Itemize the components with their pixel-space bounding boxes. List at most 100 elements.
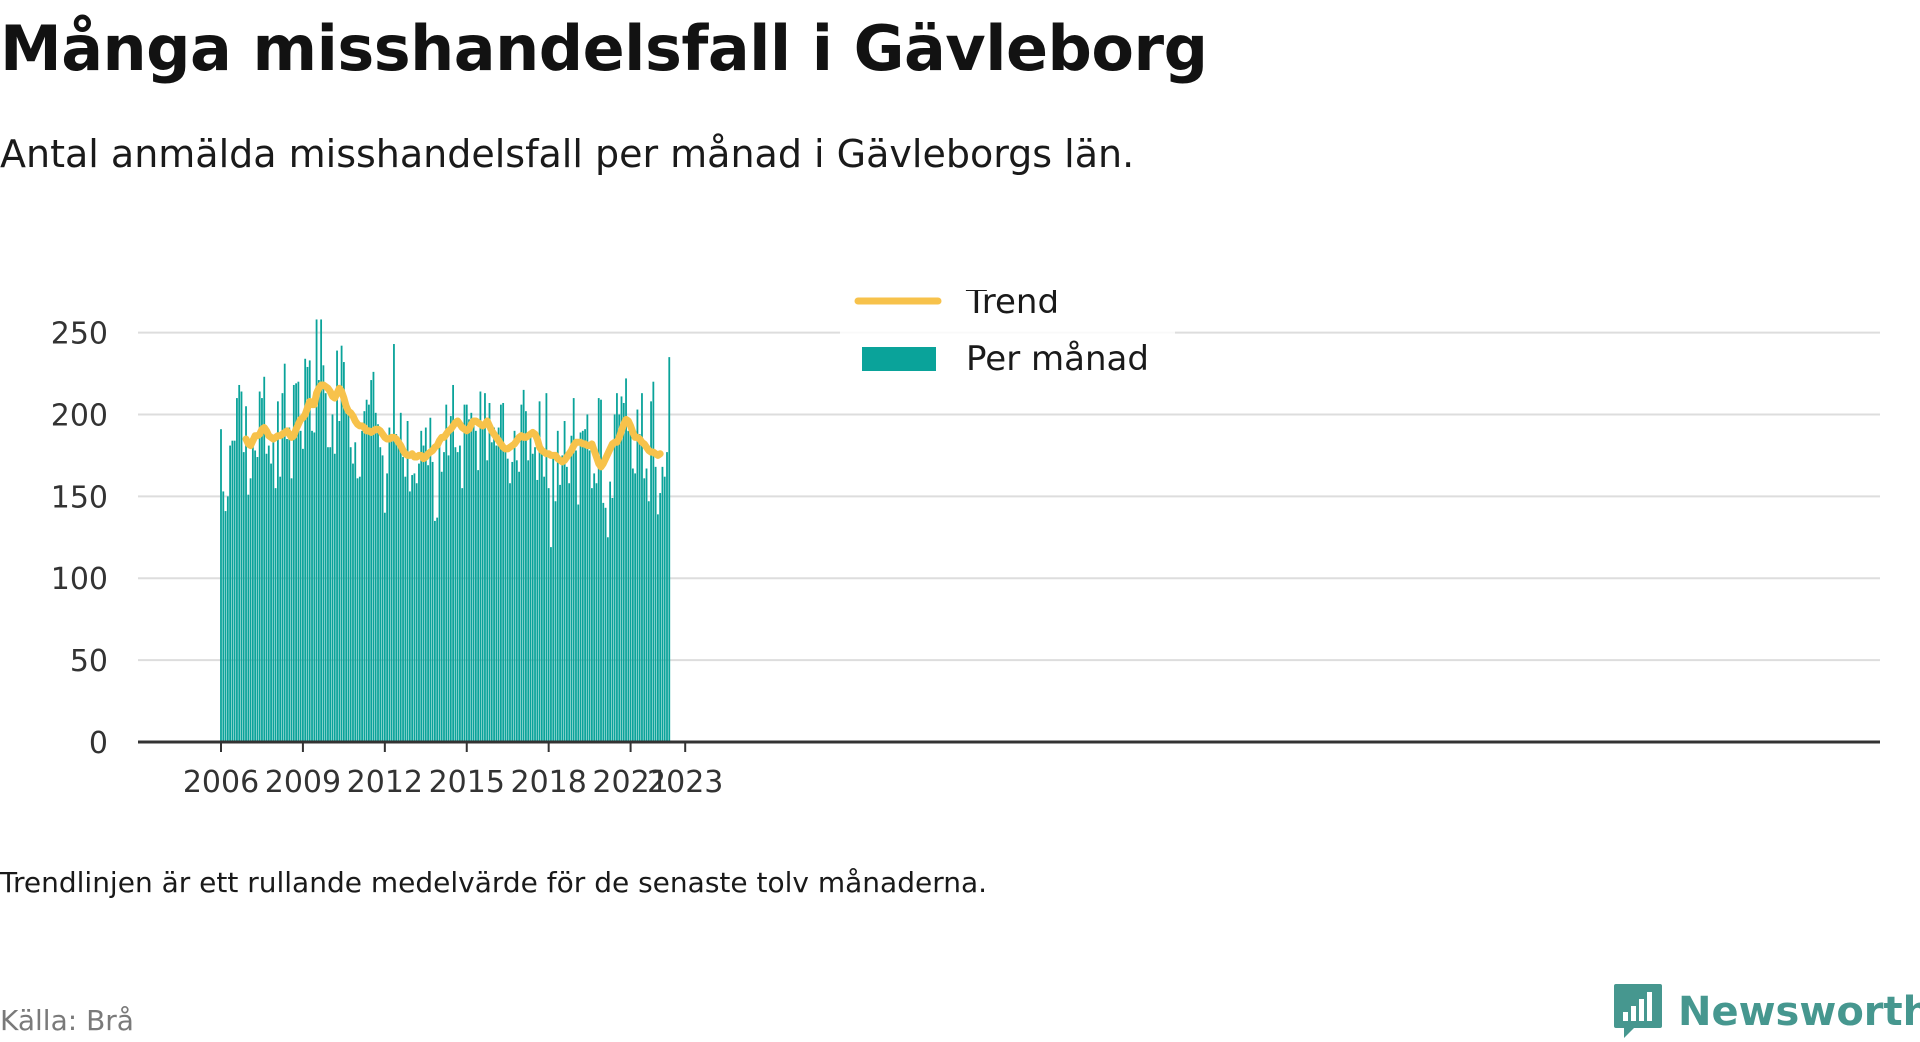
- bar: [292, 384, 295, 742]
- bar: [474, 430, 477, 742]
- bar: [563, 421, 566, 742]
- bar: [622, 402, 625, 742]
- bar: [306, 366, 309, 742]
- y-tick-label: 50: [70, 644, 108, 679]
- bar: [240, 391, 243, 742]
- bar: [342, 362, 345, 742]
- bar: [238, 384, 241, 742]
- bar: [370, 380, 373, 742]
- y-tick-label: 250: [51, 317, 108, 352]
- bar: [666, 452, 668, 742]
- bar: [381, 455, 384, 742]
- bar: [493, 427, 495, 742]
- bar: [620, 396, 623, 742]
- legend-bar-swatch: [862, 347, 936, 371]
- bar: [256, 457, 259, 742]
- bar: [495, 445, 498, 742]
- y-tick-label: 200: [51, 398, 108, 433]
- bar: [529, 432, 532, 742]
- bar: [411, 475, 414, 742]
- y-tick-label: 150: [51, 480, 108, 515]
- bar: [295, 383, 297, 742]
- bar: [645, 468, 648, 742]
- bar: [304, 358, 307, 742]
- bar: [547, 488, 550, 742]
- bar: [288, 427, 291, 742]
- bar: [422, 445, 425, 742]
- bar: [509, 483, 511, 742]
- bar: [461, 488, 464, 742]
- bar: [265, 453, 268, 742]
- x-tick-label: 2012: [347, 765, 423, 800]
- bar: [297, 381, 300, 742]
- bar: [579, 432, 582, 742]
- bar: [559, 484, 561, 742]
- bar: [513, 430, 516, 742]
- newsworthy-logo-icon: [1614, 984, 1662, 1038]
- bar: [338, 421, 341, 742]
- bar: [386, 473, 389, 742]
- bar: [538, 401, 541, 742]
- x-tick-label: 2009: [265, 765, 341, 800]
- bar: [299, 430, 302, 742]
- bar: [347, 406, 350, 742]
- bar: [647, 501, 650, 742]
- bar: [657, 514, 659, 742]
- bar: [638, 434, 641, 742]
- bar: [661, 466, 664, 742]
- bar: [279, 476, 282, 742]
- footnote: Trendlinjen är ett rullande medelvärde f…: [0, 866, 988, 899]
- bar: [242, 452, 245, 742]
- bar: [281, 393, 284, 742]
- bar: [220, 429, 222, 742]
- bar: [397, 443, 400, 742]
- bar: [600, 399, 602, 742]
- chart-subtitle: Antal anmälda misshandelsfall per månad …: [0, 132, 1135, 176]
- x-tick-label: 2018: [510, 765, 586, 800]
- bar: [267, 445, 270, 742]
- bar: [581, 430, 584, 742]
- bar: [468, 419, 470, 742]
- bar: [447, 455, 450, 742]
- bar: [311, 430, 313, 742]
- bar: [481, 427, 484, 742]
- bar: [245, 406, 247, 742]
- bar: [518, 471, 520, 742]
- bar: [408, 491, 411, 742]
- bar: [629, 424, 632, 742]
- bar: [568, 483, 571, 742]
- bar: [625, 378, 627, 742]
- bar: [595, 483, 598, 742]
- bar: [352, 463, 354, 742]
- bar: [577, 504, 580, 742]
- trend-line-series: [242, 381, 664, 471]
- bar: [613, 414, 616, 742]
- bar: [527, 460, 530, 742]
- bar: [358, 476, 361, 742]
- bar: [313, 432, 316, 742]
- bar: [251, 442, 254, 742]
- bar: [504, 445, 507, 742]
- bar: [470, 412, 473, 742]
- bar: [659, 493, 662, 742]
- bar: [575, 450, 577, 742]
- bar: [511, 461, 514, 742]
- bar: [226, 496, 229, 742]
- bar: [272, 442, 275, 742]
- bar: [345, 411, 348, 742]
- bar: [520, 404, 523, 742]
- bar: [413, 473, 416, 742]
- bar: [258, 391, 261, 742]
- bar: [591, 488, 593, 742]
- bar: [593, 473, 596, 742]
- bar: [331, 414, 334, 742]
- bar: [545, 393, 548, 742]
- bar: [402, 457, 404, 742]
- bar: [543, 476, 546, 742]
- bar: [525, 411, 527, 742]
- bar: [329, 447, 332, 742]
- bar: [320, 319, 323, 742]
- bar: [497, 427, 500, 742]
- bar: [290, 478, 293, 742]
- bar: [233, 440, 236, 742]
